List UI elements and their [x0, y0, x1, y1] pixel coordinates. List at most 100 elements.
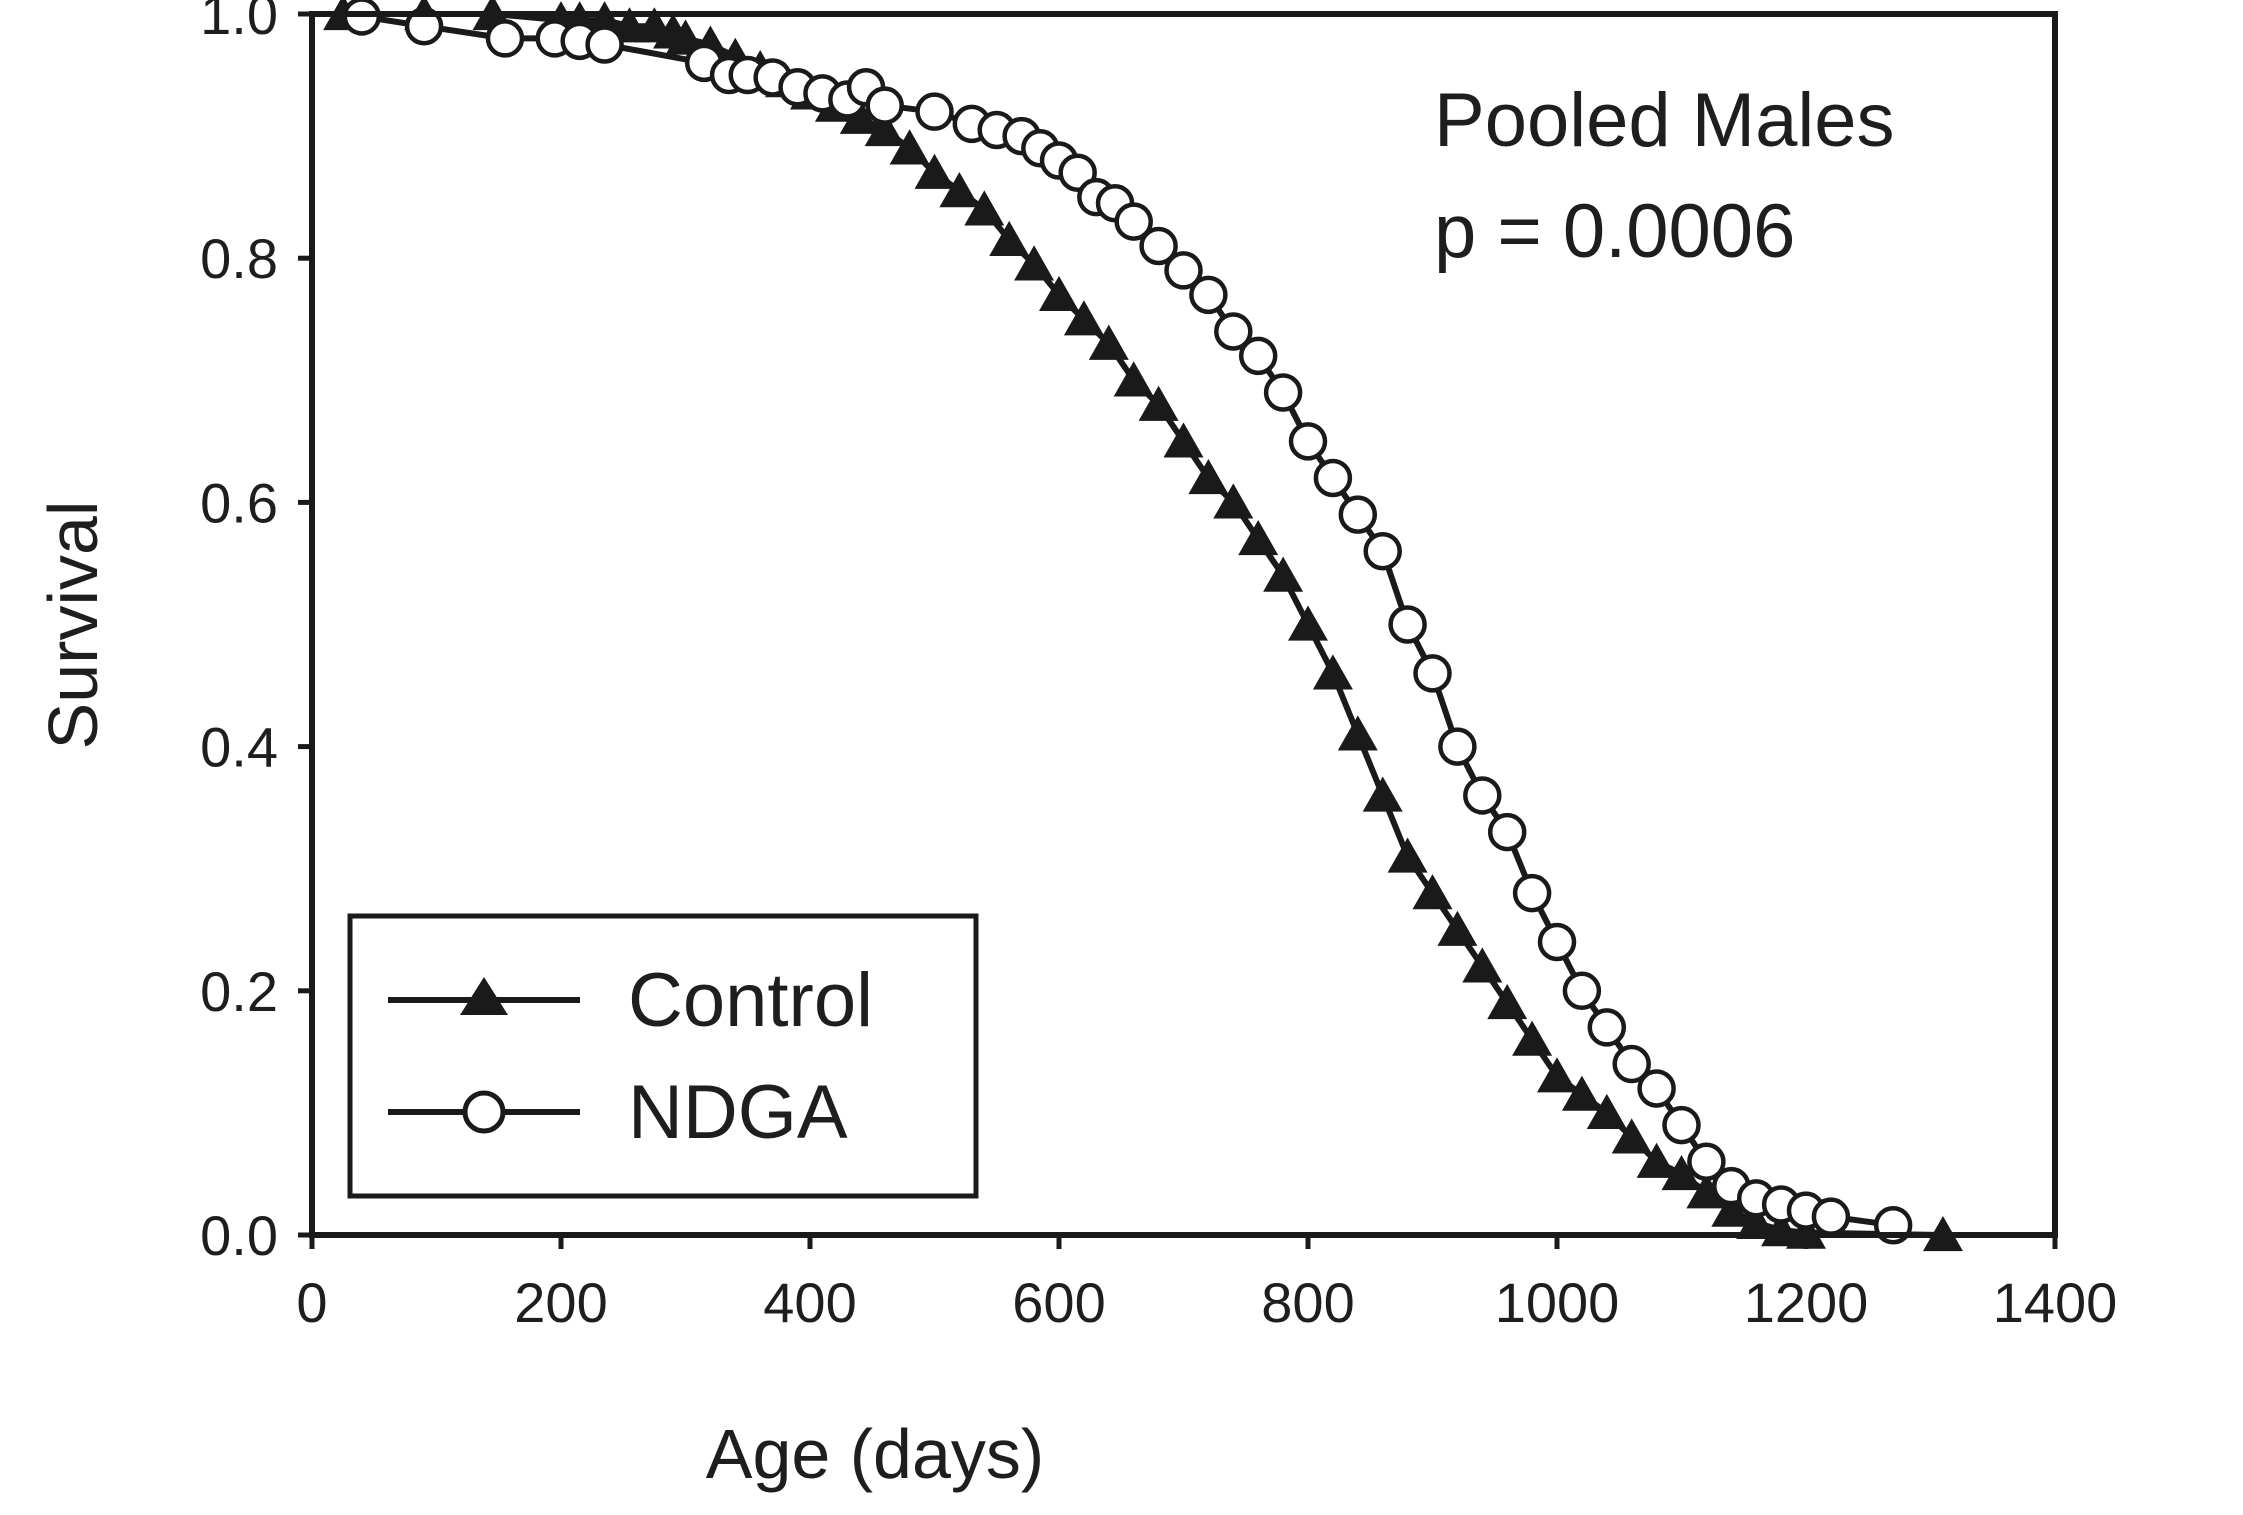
- x-tick-label: 800: [1261, 1271, 1354, 1334]
- data-point-ndga: [1537, 922, 1577, 962]
- annotation-pvalue: p = 0.0006: [1434, 189, 1795, 274]
- data-point-control: [1288, 605, 1328, 641]
- data-point-control: [1711, 1191, 1752, 1227]
- data-point-ndga: [1687, 1142, 1726, 1181]
- x-tick-label: 1400: [1993, 1271, 2118, 1334]
- y-tick-label: 0.6: [200, 471, 278, 534]
- data-point-control: [1263, 556, 1304, 592]
- data-point-ndga: [1463, 776, 1502, 815]
- data-point-control: [889, 129, 930, 165]
- x-tick-label: 200: [514, 1271, 607, 1334]
- y-tick-label: 1.0: [200, 0, 278, 46]
- data-point-ndga: [1189, 275, 1228, 315]
- axis-ticks: 0 200 400 600 800 1000 1200 1400 0.0 0.2 0.4 0.6 0.8…: [200, 0, 2117, 1334]
- data-point-control: [989, 220, 1030, 257]
- y-tick-label: 0.4: [200, 716, 278, 779]
- annotation: Pooled Males p = 0.0006: [1434, 78, 1895, 274]
- data-point-ndga: [1263, 373, 1303, 412]
- data-point-control: [1063, 300, 1104, 336]
- data-point-control: [1512, 1020, 1553, 1056]
- data-point-control: [1462, 947, 1503, 983]
- data-point-control: [1088, 324, 1129, 360]
- data-point-control: [1437, 910, 1478, 946]
- legend-label-control: Control: [628, 958, 873, 1043]
- data-point-control: [1337, 715, 1378, 751]
- data-point-control: [1736, 1203, 1777, 1239]
- data-point-control: [914, 153, 955, 189]
- data-point-control: [1362, 776, 1403, 812]
- data-point-control: [1039, 275, 1079, 311]
- data-point-control: [1238, 520, 1279, 556]
- data-point-ndga: [1413, 654, 1452, 693]
- data-point-ndga: [1811, 1197, 1851, 1236]
- y-tick-label: 0.2: [200, 960, 278, 1023]
- legend-item-control: Control: [388, 958, 873, 1043]
- data-point-control: [1387, 837, 1428, 873]
- x-tick-label: 0: [296, 1271, 327, 1334]
- data-point-control: [1586, 1093, 1627, 1130]
- data-point-control: [1686, 1173, 1727, 1209]
- data-point-control: [1786, 1213, 1826, 1249]
- y-axis-title: Survival: [34, 501, 112, 750]
- x-tick-label: 600: [1012, 1271, 1105, 1334]
- data-point-ndga: [1512, 873, 1552, 913]
- data-point-ndga: [1114, 202, 1153, 241]
- legend: Control NDGA: [347, 913, 979, 1199]
- data-point-control: [1636, 1142, 1677, 1178]
- data-point-ndga: [404, 6, 444, 46]
- data-point-ndga: [1139, 226, 1178, 266]
- data-point-ndga: [865, 86, 904, 125]
- data-point-control: [1561, 1075, 1602, 1111]
- legend-item-ndga: NDGA: [388, 1070, 848, 1155]
- legend-triangle-marker: [460, 977, 508, 1015]
- data-point-ndga: [1587, 1008, 1627, 1047]
- data-point-control: [964, 190, 1005, 226]
- data-point-ndga: [485, 19, 525, 58]
- data-point-ndga: [1562, 971, 1602, 1011]
- data-point-control: [1661, 1154, 1702, 1191]
- x-tick-label: 1000: [1495, 1271, 1620, 1334]
- data-point-control: [1188, 458, 1229, 495]
- legend-label-ndga: NDGA: [628, 1070, 848, 1155]
- data-point-ndga: [1637, 1069, 1676, 1108]
- x-tick-label: 400: [763, 1271, 856, 1334]
- y-tick-label: 0.0: [200, 1204, 278, 1267]
- data-point-control: [1113, 361, 1154, 397]
- data-point-control: [1611, 1118, 1652, 1154]
- plot-frame: [309, 11, 2058, 1238]
- data-point-control: [1138, 385, 1179, 421]
- data-point-ndga: [1388, 605, 1427, 644]
- data-point-ndga: [1164, 251, 1203, 290]
- data-point-ndga: [1662, 1105, 1701, 1145]
- data-point-ndga: [1438, 727, 1477, 766]
- data-point-control: [1537, 1057, 1577, 1093]
- data-point-ndga: [1363, 531, 1402, 571]
- annotation-title: Pooled Males: [1434, 78, 1895, 163]
- data-point-ndga: [585, 25, 624, 64]
- x-axis-title: Age (days): [706, 1415, 1044, 1493]
- y-tick-label: 0.8: [200, 227, 278, 290]
- data-point-control: [1412, 874, 1453, 910]
- data-point-control: [864, 110, 905, 147]
- data-point-control: [1312, 654, 1353, 690]
- x-tick-label: 1200: [1744, 1271, 1869, 1334]
- data-point-ndga: [1338, 495, 1378, 534]
- data-point-ndga: [1214, 312, 1253, 351]
- data-point-ndga: [1288, 422, 1328, 461]
- data-point-control: [1014, 245, 1055, 281]
- legend-box: [347, 913, 979, 1199]
- data-point-ndga: [1238, 336, 1278, 376]
- data-point-ndga: [915, 92, 954, 131]
- data-point-ndga: [1612, 1044, 1651, 1084]
- data-point-control: [1487, 984, 1528, 1020]
- series-markers: [323, 0, 1963, 1252]
- data-point-ndga: [1313, 458, 1353, 498]
- data-point-control: [584, 1, 625, 37]
- data-point-control: [939, 172, 980, 208]
- data-point-control: [1213, 483, 1254, 519]
- data-point-ndga: [1487, 812, 1527, 852]
- legend-circle-marker: [462, 1090, 506, 1134]
- data-point-control: [1163, 422, 1204, 458]
- data-point-control: [839, 98, 880, 134]
